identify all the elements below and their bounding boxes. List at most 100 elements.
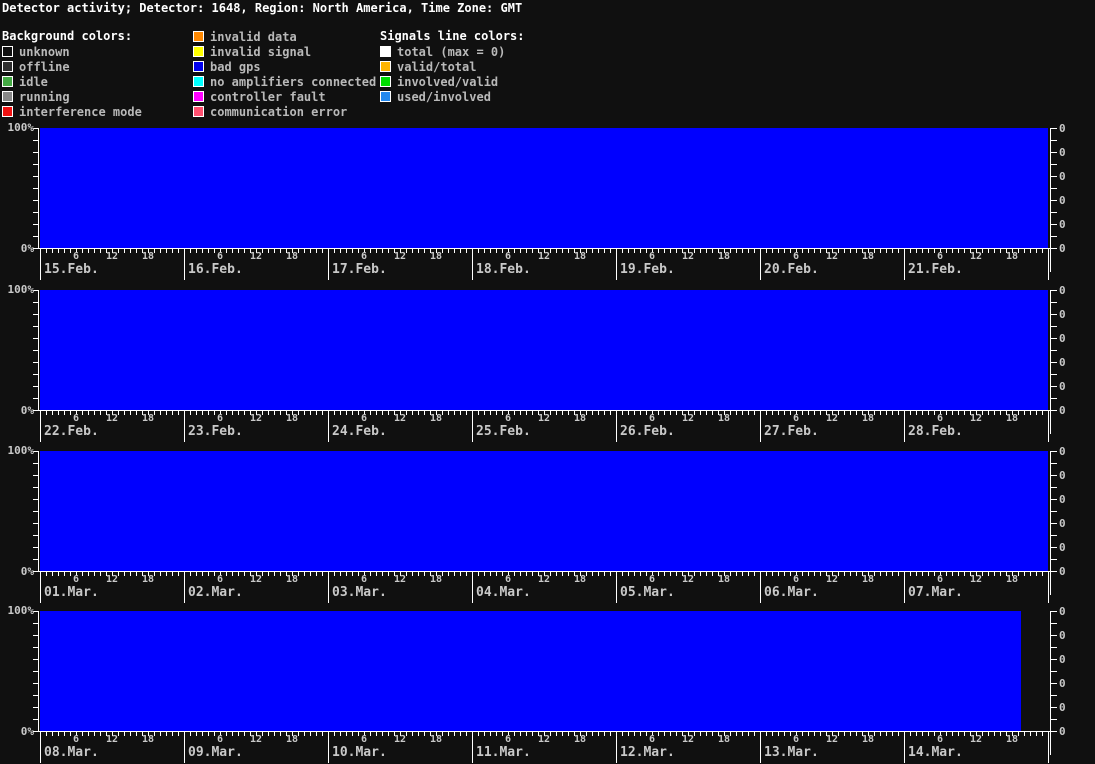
date-label: 02.Mar. <box>188 585 243 600</box>
hour-tick <box>442 572 443 576</box>
hour-tick <box>694 411 695 415</box>
y-axis-right-tick <box>1051 707 1057 708</box>
hour-label: 6 <box>504 413 512 424</box>
x-axis <box>33 571 1050 572</box>
hour-tick <box>100 572 101 576</box>
legend-item-label: offline <box>19 59 70 74</box>
hour-tick <box>82 732 83 736</box>
legend-item-valid-total: valid/total <box>380 59 476 74</box>
hour-tick <box>124 249 125 253</box>
hour-tick <box>676 572 677 576</box>
hour-tick <box>58 572 59 576</box>
y-axis-right-tick <box>1051 140 1057 141</box>
hour-tick <box>490 732 491 736</box>
hour-tick <box>220 249 221 253</box>
hour-tick <box>892 411 893 415</box>
y-axis-right-tick <box>1051 326 1057 327</box>
hour-tick <box>370 572 371 576</box>
hour-label: 18 <box>573 574 587 585</box>
hour-tick <box>94 249 95 253</box>
hour-tick <box>64 249 65 253</box>
hour-tick <box>1042 249 1043 253</box>
y-axis-right-tick <box>1051 719 1057 720</box>
hour-tick <box>898 572 899 576</box>
bad-gps-area <box>40 611 184 731</box>
y-axis-right-tick <box>1051 683 1057 684</box>
date-label: 05.Mar. <box>620 585 675 600</box>
hour-tick <box>604 732 605 736</box>
y-axis-right-tick <box>1051 571 1057 572</box>
y-axis-right-tick <box>1051 224 1057 225</box>
hour-tick <box>208 411 209 415</box>
hour-tick <box>148 732 149 736</box>
hour-tick <box>454 732 455 736</box>
hour-tick <box>64 732 65 736</box>
right-axis-zero-label: 0 <box>1059 146 1066 159</box>
hour-tick <box>634 572 635 576</box>
right-axis-zero-label: 0 <box>1059 284 1066 297</box>
date-label: 19.Feb. <box>620 262 675 277</box>
hour-tick <box>100 411 101 415</box>
hour-tick <box>946 572 947 576</box>
hour-tick <box>814 732 815 736</box>
hour-tick <box>646 732 647 736</box>
y-axis-left-tick <box>33 695 38 696</box>
hour-tick <box>1006 732 1007 736</box>
hour-tick <box>868 411 869 415</box>
hour-tick <box>268 249 269 253</box>
right-axis-zero-label: 0 <box>1059 469 1066 482</box>
hour-tick <box>736 411 737 415</box>
day-separator <box>760 248 761 280</box>
hour-tick <box>448 572 449 576</box>
hour-tick <box>742 249 743 253</box>
hour-tick <box>634 249 635 253</box>
hour-tick <box>688 572 689 576</box>
hour-tick <box>430 572 431 576</box>
hour-tick <box>256 411 257 415</box>
hour-label: 12 <box>825 251 839 262</box>
hour-tick <box>190 249 191 253</box>
hour-tick <box>172 411 173 415</box>
hour-tick <box>580 732 581 736</box>
hour-tick <box>994 732 995 736</box>
hour-tick <box>430 411 431 415</box>
hour-tick <box>856 732 857 736</box>
y-axis-right-tick <box>1051 386 1057 387</box>
hour-tick <box>916 572 917 576</box>
hour-tick <box>658 411 659 415</box>
hour-tick <box>1042 411 1043 415</box>
hour-tick <box>268 572 269 576</box>
hour-tick <box>58 411 59 415</box>
hour-tick <box>742 411 743 415</box>
date-label: 25.Feb. <box>476 424 531 439</box>
hour-tick <box>1024 411 1025 415</box>
hour-tick <box>694 249 695 253</box>
hour-tick <box>304 732 305 736</box>
hour-tick <box>370 249 371 253</box>
hour-tick <box>388 572 389 576</box>
hour-tick <box>262 572 263 576</box>
hour-tick <box>334 249 335 253</box>
hour-tick <box>688 249 689 253</box>
hour-tick <box>220 572 221 576</box>
hour-tick <box>814 411 815 415</box>
hour-tick <box>556 732 557 736</box>
bad-gps-area <box>472 451 616 571</box>
hour-tick <box>772 572 773 576</box>
hour-label: 18 <box>1005 574 1019 585</box>
hour-tick <box>46 249 47 253</box>
hour-tick <box>670 411 671 415</box>
hour-tick <box>958 732 959 736</box>
y-axis-left-tick <box>33 451 38 452</box>
bad-gps-area <box>328 290 472 410</box>
hour-tick <box>670 572 671 576</box>
hour-tick <box>196 732 197 736</box>
hour-tick <box>286 411 287 415</box>
y-axis-left-tick <box>33 140 38 141</box>
hour-tick <box>610 572 611 576</box>
hour-tick <box>406 732 407 736</box>
hour-tick <box>652 572 653 576</box>
hour-tick <box>274 249 275 253</box>
hour-label: 18 <box>717 574 731 585</box>
date-label: 08.Mar. <box>44 745 99 760</box>
